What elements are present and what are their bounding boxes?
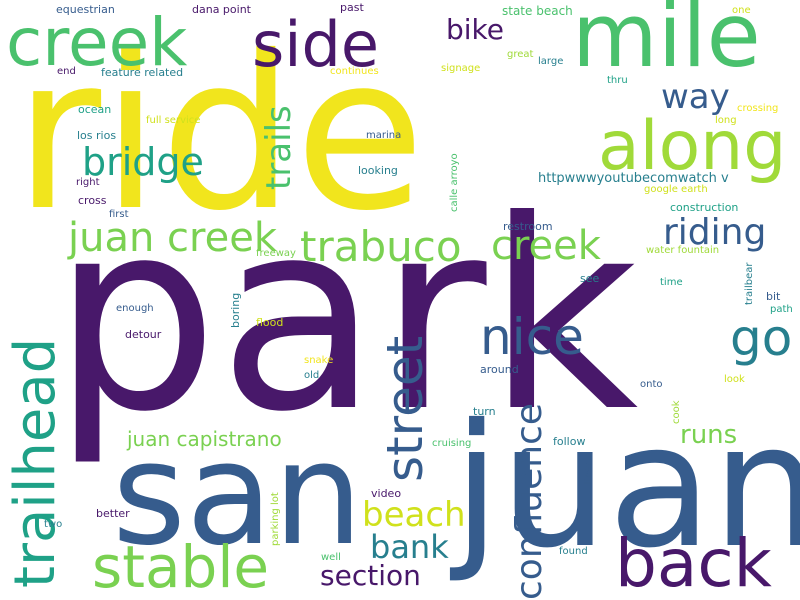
word-freeway: freeway bbox=[256, 248, 296, 259]
word-cruising: cruising bbox=[432, 438, 472, 449]
word-end: end bbox=[57, 66, 76, 77]
word-great: great bbox=[507, 49, 534, 60]
word-google-earth: google earth bbox=[644, 184, 708, 195]
word-signage: signage bbox=[441, 63, 481, 74]
word-creek-2: creek bbox=[491, 223, 601, 269]
word-juan-capistrano: juan capistrano bbox=[127, 427, 282, 451]
word-state-beach: state beach bbox=[502, 4, 573, 18]
word-riding: riding bbox=[663, 212, 767, 253]
word-juan: juan bbox=[453, 388, 800, 586]
word-httpwwwyoutubecomwatch: httpwwwyoutubecomwatch v bbox=[538, 171, 729, 186]
word-construction: construction bbox=[670, 201, 739, 214]
word-street: street bbox=[376, 335, 434, 482]
word-runs: runs bbox=[680, 420, 738, 450]
word-crossing: crossing bbox=[737, 103, 779, 114]
word-parking-lot: parking lot bbox=[270, 492, 281, 546]
word-bridge: bridge bbox=[82, 140, 204, 184]
word-marina: marina bbox=[366, 130, 402, 141]
word-turn: turn bbox=[473, 405, 496, 418]
word-thru: thru bbox=[607, 75, 628, 86]
word-looking: looking bbox=[358, 164, 398, 177]
word-dana-point: dana point bbox=[192, 3, 251, 16]
word-onto: onto bbox=[640, 379, 663, 390]
word-cook: cook bbox=[671, 400, 682, 424]
word-go: go bbox=[730, 309, 793, 367]
word-past: past bbox=[340, 1, 364, 14]
word-snake: snake bbox=[304, 355, 334, 366]
word-creek: creek bbox=[6, 4, 188, 81]
word-full-service: full service bbox=[146, 115, 201, 126]
word-los-rios: los rios bbox=[77, 129, 117, 142]
word-restroom: restroom bbox=[503, 220, 553, 233]
word-cross: cross bbox=[78, 194, 107, 207]
word-see: see bbox=[580, 272, 600, 285]
word-two: two bbox=[44, 519, 63, 530]
word-detour: detour bbox=[125, 328, 162, 341]
word-bit: bit bbox=[766, 290, 781, 303]
word-feature-related: feature related bbox=[101, 66, 184, 79]
word-trailhead: trailhead bbox=[3, 337, 68, 588]
word-video: video bbox=[371, 487, 402, 500]
word-water-fountain: water fountain bbox=[646, 245, 720, 256]
word-enough: enough bbox=[116, 303, 154, 314]
word-trailbear: trailbear bbox=[744, 262, 755, 305]
word-long: long bbox=[715, 115, 737, 126]
word-way: way bbox=[661, 77, 730, 117]
word-along: along bbox=[598, 107, 787, 186]
word-bank: bank bbox=[370, 528, 449, 566]
word-ride: ride bbox=[14, 10, 426, 257]
word-beach: beach bbox=[362, 495, 466, 535]
word-trails: trails bbox=[259, 105, 299, 190]
word-continues: continues bbox=[330, 66, 379, 77]
word-large: large bbox=[538, 56, 564, 67]
word-confluence: confluence bbox=[509, 402, 550, 600]
word-section: section bbox=[320, 559, 421, 592]
word-flood: flood bbox=[256, 316, 284, 329]
word-liner: liner bbox=[583, 461, 594, 484]
word-old: old bbox=[304, 370, 320, 381]
word-follow: follow bbox=[553, 435, 586, 448]
word-calle-arroyo: calle arroyo bbox=[449, 153, 460, 212]
word-back: back bbox=[615, 525, 772, 600]
word-side: side bbox=[252, 8, 380, 81]
word-mile: mile bbox=[572, 0, 761, 87]
word-boring: boring bbox=[229, 292, 242, 328]
word-juan-creek: juan creek bbox=[68, 215, 277, 261]
word-time: time bbox=[660, 277, 683, 288]
word-nice: nice bbox=[480, 308, 584, 366]
word-path: path bbox=[770, 304, 793, 315]
word-san: san bbox=[112, 412, 363, 577]
word-look: look bbox=[724, 374, 745, 385]
word-better: better bbox=[96, 507, 130, 520]
word-found: found bbox=[559, 546, 588, 557]
word-stable: stable bbox=[92, 533, 270, 600]
word-equestrian: equestrian bbox=[56, 3, 115, 16]
word-trabuco: trabuco bbox=[300, 222, 462, 271]
word-park: park bbox=[52, 164, 639, 469]
word-around: around bbox=[480, 363, 519, 376]
word-ocean: ocean bbox=[78, 103, 112, 116]
word-first: first bbox=[109, 209, 129, 220]
word-bike: bike bbox=[446, 13, 504, 46]
word-one: one bbox=[732, 5, 751, 16]
word-right: right bbox=[76, 177, 100, 188]
word-well: well bbox=[321, 552, 341, 563]
